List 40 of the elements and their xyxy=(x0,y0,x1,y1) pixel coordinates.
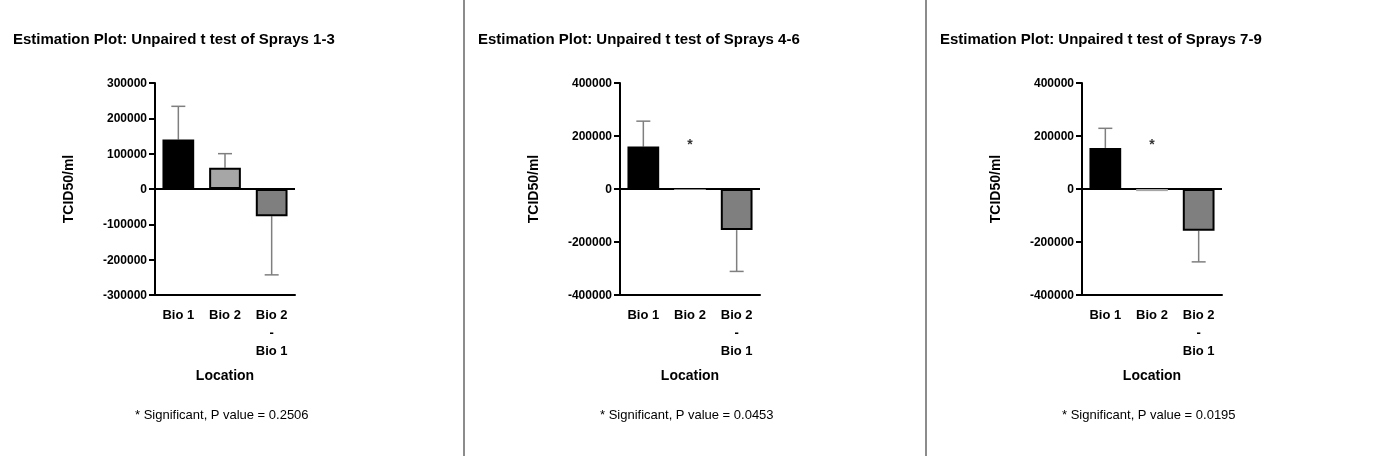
y-tick-label: -200000 xyxy=(102,252,148,267)
x-axis-title: Location xyxy=(660,367,720,383)
annotation: * xyxy=(687,136,694,153)
chart-title: Estimation Plot: Unpaired t test of Sprays 1-3 xyxy=(13,30,335,47)
x-tick-label: Bio 2 xyxy=(1136,306,1168,322)
text: * Significant, P value = 0.0453 xyxy=(600,407,774,422)
y-tick-label: 200000 xyxy=(106,111,148,126)
y-tick-label: 200000 xyxy=(1033,129,1075,143)
y-tick-label: -300000 xyxy=(102,288,148,302)
y-tick-label: 200000 xyxy=(571,129,613,143)
y-tick-label: 100000 xyxy=(106,146,148,161)
y-tick-label: 400000 xyxy=(1033,76,1075,90)
x-tick-label: Bio 2 - Bio 1 xyxy=(720,306,753,358)
y-tick-label: -200000 xyxy=(567,235,613,249)
y-tick-label: 0 xyxy=(140,182,148,196)
y-tick-label: 0 xyxy=(1067,182,1075,196)
x-tick-label: Bio 2 xyxy=(674,306,706,322)
y-axis-title: TCID50/ml xyxy=(525,154,541,224)
x-tick-label: Bio 2 - Bio 1 xyxy=(1182,306,1215,358)
y-tick-label: -400000 xyxy=(1029,288,1075,302)
x-tick-label: Bio 1 xyxy=(1089,306,1122,322)
x-tick-label: Bio 2 - Bio 1 xyxy=(255,306,288,358)
x-tick-label: Bio 1 xyxy=(162,306,195,322)
chart-title: Estimation Plot: Unpaired t test of Sprays 7-9 xyxy=(940,30,1262,47)
y-tick-label: 300000 xyxy=(106,76,148,90)
y-tick-label: 400000 xyxy=(571,76,613,90)
annotation: * xyxy=(1149,136,1156,153)
y-tick-label: 0 xyxy=(605,182,613,196)
y-axis-title: TCID50/ml xyxy=(60,154,76,224)
y-axis-title: TCID50/ml xyxy=(987,154,1003,224)
x-tick-label: Bio 1 xyxy=(627,306,660,322)
chart-title: Estimation Plot: Unpaired t test of Sprays 4-6 xyxy=(478,30,800,47)
text: * Significant, P value = 0.2506 xyxy=(135,407,309,422)
y-tick-label: -200000 xyxy=(1029,235,1075,249)
y-tick-label: -100000 xyxy=(102,217,148,232)
text: * Significant, P value = 0.0195 xyxy=(1062,407,1236,422)
y-tick-label: -400000 xyxy=(567,288,613,302)
x-axis-title: Location xyxy=(195,367,255,383)
x-tick-label: Bio 2 xyxy=(209,306,241,322)
x-axis-title: Location xyxy=(1122,367,1182,383)
